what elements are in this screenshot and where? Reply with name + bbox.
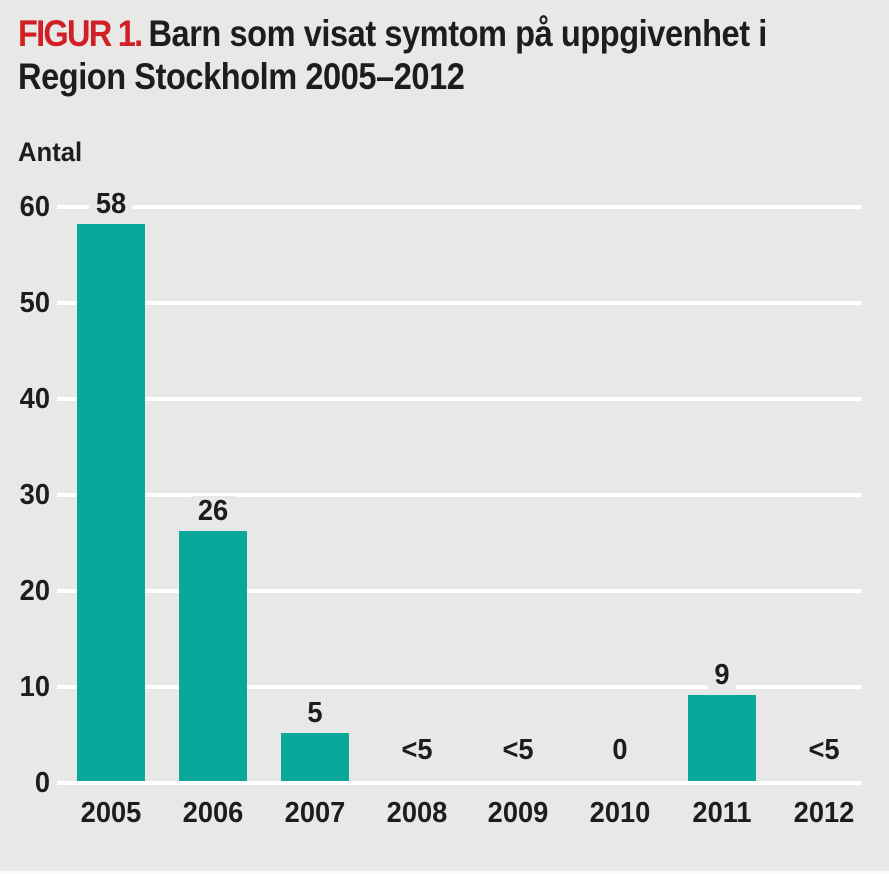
y-tick-label-40: 40 bbox=[19, 383, 50, 415]
bar-value-label-2011: 9 bbox=[707, 659, 737, 690]
x-tick-label-2012: 2012 bbox=[793, 797, 855, 829]
bar-value-label-2005: 58 bbox=[89, 189, 133, 220]
x-tick-label-2011: 2011 bbox=[692, 797, 752, 829]
x-tick-label-2005: 2005 bbox=[80, 797, 142, 829]
x-tick-label-2006: 2006 bbox=[182, 797, 244, 829]
y-tick-label-50: 50 bbox=[19, 287, 50, 319]
figure-title: FIGUR 1. Barn som visat symtom på uppgive… bbox=[18, 12, 767, 98]
bar-value-label-2010: 0 bbox=[606, 735, 635, 765]
x-tick-label-2007: 2007 bbox=[284, 797, 346, 829]
figure-title-line1: Barn som visat symtom på uppgivenhet i bbox=[148, 13, 767, 54]
bar-2011 bbox=[688, 694, 757, 781]
bar-value-label-2007: 5 bbox=[300, 698, 329, 728]
bar-value-label-2008: <5 bbox=[394, 735, 439, 765]
gridline-30 bbox=[57, 493, 862, 497]
y-tick-label-20: 20 bbox=[19, 575, 50, 607]
y-tick-label-0: 0 bbox=[34, 767, 50, 799]
gridline-60 bbox=[57, 205, 862, 209]
x-tick-label-2010: 2010 bbox=[589, 797, 651, 829]
bar-value-label-2009: <5 bbox=[496, 735, 541, 765]
gridline-40 bbox=[57, 397, 862, 401]
figure-label: FIGUR 1. bbox=[18, 13, 143, 54]
bar-value-label-2006: 26 bbox=[191, 496, 235, 527]
bar-2007 bbox=[280, 733, 349, 781]
bar-value-label-2012: <5 bbox=[801, 735, 847, 765]
y-tick-label-10: 10 bbox=[19, 671, 50, 703]
y-tick-label-60: 60 bbox=[19, 191, 50, 223]
bar-2006 bbox=[178, 531, 247, 781]
gridline-0 bbox=[57, 781, 862, 785]
y-axis-title: Antal bbox=[18, 137, 83, 167]
y-tick-label-30: 30 bbox=[19, 479, 50, 511]
gridline-50 bbox=[57, 301, 862, 305]
gridline-10 bbox=[57, 685, 862, 689]
panel-bottom-edge bbox=[0, 871, 889, 874]
bar-2005 bbox=[77, 224, 145, 781]
figure-title-line2: Region Stockholm 2005–2012 bbox=[18, 56, 465, 97]
x-tick-label-2008: 2008 bbox=[386, 797, 447, 829]
gridline-20 bbox=[57, 589, 862, 593]
x-tick-label-2009: 2009 bbox=[488, 797, 549, 829]
